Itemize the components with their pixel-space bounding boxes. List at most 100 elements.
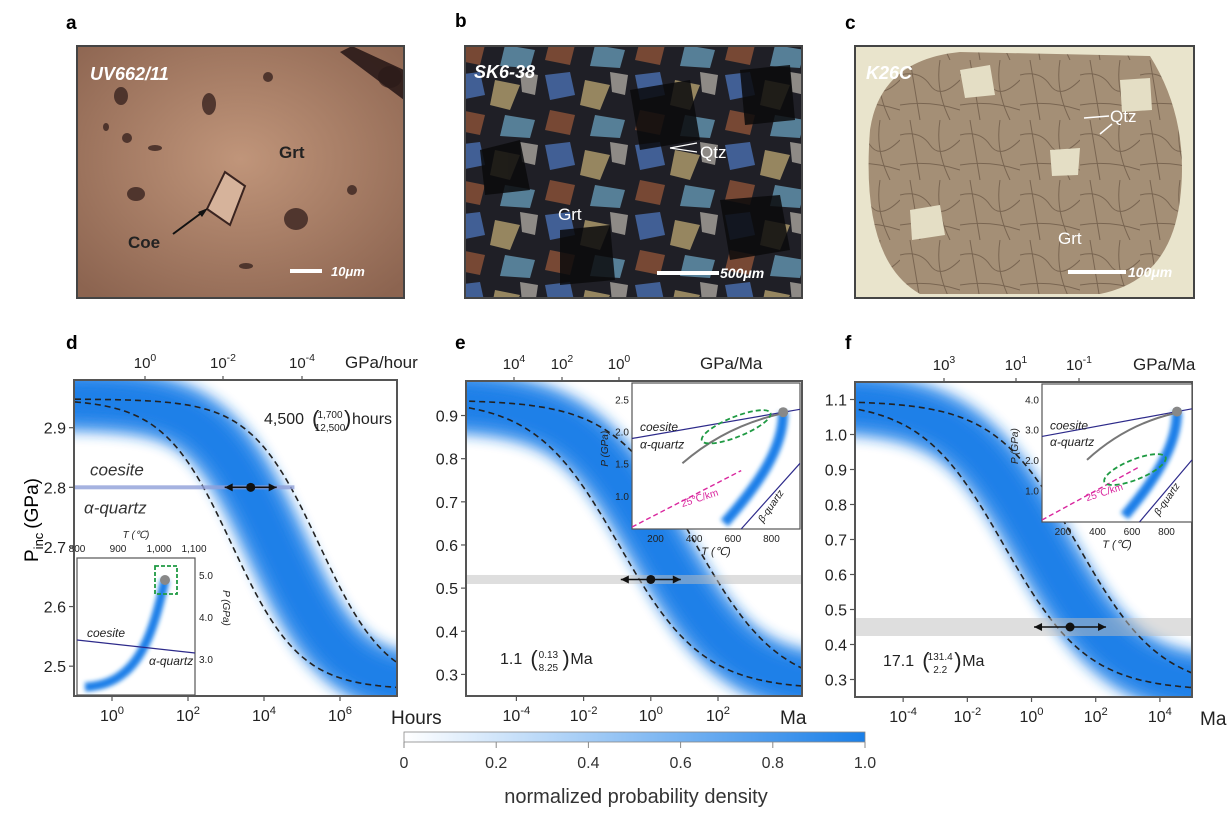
- colorbar-tick-label: 0.8: [762, 755, 784, 772]
- top-tick-label: 10-4: [289, 352, 315, 372]
- inset-x-tick: 600: [724, 534, 741, 545]
- inset-beta-line: [1139, 459, 1193, 523]
- confidence-lower: [466, 406, 802, 687]
- chart-f: 17.1 (131.42.2) Ma0.30.40.50.60.70.80.91.0…: [825, 354, 1227, 730]
- photo-b: SK6-38 Qtz Grt 500μm: [464, 45, 803, 299]
- x-tick-label: 10-2: [953, 706, 981, 726]
- inset-x-tick: 400: [686, 534, 703, 545]
- inset-y-label: P (GPa): [600, 431, 611, 467]
- chart-d: coesite α-quartz 4,500 (1,700 12,500) hours 2.…: [44, 352, 442, 729]
- estimate-point: [646, 574, 656, 584]
- inset-density: [720, 412, 789, 527]
- top-tick-label: 100: [134, 352, 157, 372]
- inset-y-tick: 5.0: [199, 571, 213, 582]
- y-tick-label: 0.8: [825, 498, 847, 515]
- p-inc-band: [855, 618, 1192, 636]
- photo-a-scale: 10μm: [331, 264, 365, 279]
- y-axis-label: Pinc(GPa): [22, 478, 46, 562]
- estimate-lower: 2.2: [933, 665, 947, 676]
- inset-beta-line: [740, 462, 801, 530]
- inset-x-label: T (℃): [1102, 539, 1132, 551]
- colorbar-tick-label: 0: [400, 755, 409, 772]
- plot-frame: [73, 379, 398, 697]
- inset-x-tick: 900: [110, 544, 127, 555]
- x-tick-label: 104: [1148, 706, 1172, 726]
- inset-y-tick: 2.0: [615, 428, 629, 439]
- inset-box: [1103, 453, 1167, 486]
- photo-c-label-grt: Grt: [1058, 229, 1082, 248]
- panel-letter-a: a: [66, 13, 77, 34]
- y-tick-label: 0.7: [436, 495, 458, 512]
- estimate-arrow-right: [1098, 623, 1107, 631]
- y-tick-label: 1.1: [825, 393, 847, 410]
- photo-a-label-grt: Grt: [279, 143, 305, 162]
- estimate-arrow-left: [224, 483, 233, 492]
- photo-c-scale: 100μm: [1128, 264, 1172, 280]
- inset-x-tick: 800: [69, 544, 86, 555]
- y-tick-label: 2.5: [44, 659, 66, 676]
- estimate-value: 1.1: [500, 651, 522, 668]
- estimate-unit: Ma: [570, 651, 592, 668]
- estimate-upper: 1,700: [317, 410, 342, 421]
- y-tick-label: 0.7: [825, 533, 847, 550]
- estimate-arrow-left: [1034, 623, 1043, 631]
- confidence-upper: [855, 401, 1192, 674]
- inset-density: [1120, 411, 1182, 520]
- inset-label-alpha-quartz: α-quartz: [640, 438, 684, 452]
- y-tick-label: 0.6: [825, 568, 847, 585]
- colorbar-tick-label: 1.0: [854, 755, 876, 772]
- inset-y-label: P (GPa): [220, 590, 231, 626]
- estimate-paren-open: (: [530, 646, 538, 671]
- colorbar-label: normalized probability density: [504, 786, 767, 808]
- estimate-arrow-left: [620, 575, 629, 584]
- colorbar: 0 0.2 0.4 0.6 0.8 1.0 normalized probability …: [400, 731, 876, 808]
- top-tick-label: 100: [608, 353, 631, 373]
- panel-letter-b: b: [455, 11, 467, 32]
- inset-x-tick: 800: [763, 534, 780, 545]
- x-tick-label: 100: [1020, 706, 1044, 726]
- x-tick-label: 102: [706, 705, 730, 725]
- top-tick-label: 102: [551, 353, 574, 373]
- photo-b-scale: 500μm: [720, 265, 764, 281]
- inset-y-label: P (GPa): [1010, 428, 1021, 464]
- inset: coesite α-quartz 800 900 1,000 1,100 T (℃) 3.0 4…: [69, 530, 231, 696]
- estimate-paren-open: (: [922, 648, 930, 673]
- inset-pt-path: [681, 413, 780, 465]
- x-tick-label: 104: [252, 705, 276, 725]
- estimate-lower: 8.25: [539, 663, 559, 674]
- x-unit-label: Hours: [391, 708, 442, 729]
- photo-c-sample: K26C: [866, 63, 913, 83]
- y-tick-label: 0.3: [436, 667, 458, 684]
- inset-box: [700, 409, 772, 445]
- y-tick-label: 2.9: [44, 421, 66, 438]
- x-tick-label: 10-4: [503, 705, 531, 725]
- inset-x-tick: 1,000: [146, 544, 171, 555]
- estimate-lower: 12,500: [315, 423, 346, 434]
- y-tick-label: 0.8: [436, 452, 458, 469]
- photo-b-label-qtz: Qtz: [700, 143, 726, 162]
- estimate-value: 17.1: [883, 653, 914, 670]
- inset-y-tick: 2.0: [1025, 456, 1039, 467]
- inset-x-tick: 400: [1089, 527, 1106, 538]
- photo-a-label-coe: Coe: [128, 233, 160, 252]
- plot-frame: [465, 380, 803, 697]
- x-unit-label: Ma: [1200, 709, 1227, 730]
- density-core: [74, 384, 397, 696]
- estimate-unit: hours: [352, 411, 392, 428]
- inset-geotherm: [1041, 466, 1140, 521]
- estimate-arrow-right: [672, 575, 681, 584]
- x-tick-label: 102: [1084, 706, 1108, 726]
- confidence-lower: [855, 407, 1192, 689]
- inset-x-tick: 1,100: [181, 544, 206, 555]
- inset-phase-line: [1041, 408, 1193, 438]
- photo-c: K26C Qtz Grt 100μm: [854, 45, 1195, 299]
- y-tick-label: 0.5: [825, 603, 847, 620]
- photo-c-label-qtz: Qtz: [1110, 107, 1136, 126]
- photo-a-sample: UV662/11: [90, 64, 169, 84]
- top-tick-label: 10-2: [210, 352, 236, 372]
- scale-bar-c: [1068, 270, 1126, 274]
- inset-label-alpha-quartz: α-quartz: [149, 654, 193, 668]
- inset-x-tick: 600: [1124, 527, 1141, 538]
- confidence-lower: [74, 400, 397, 689]
